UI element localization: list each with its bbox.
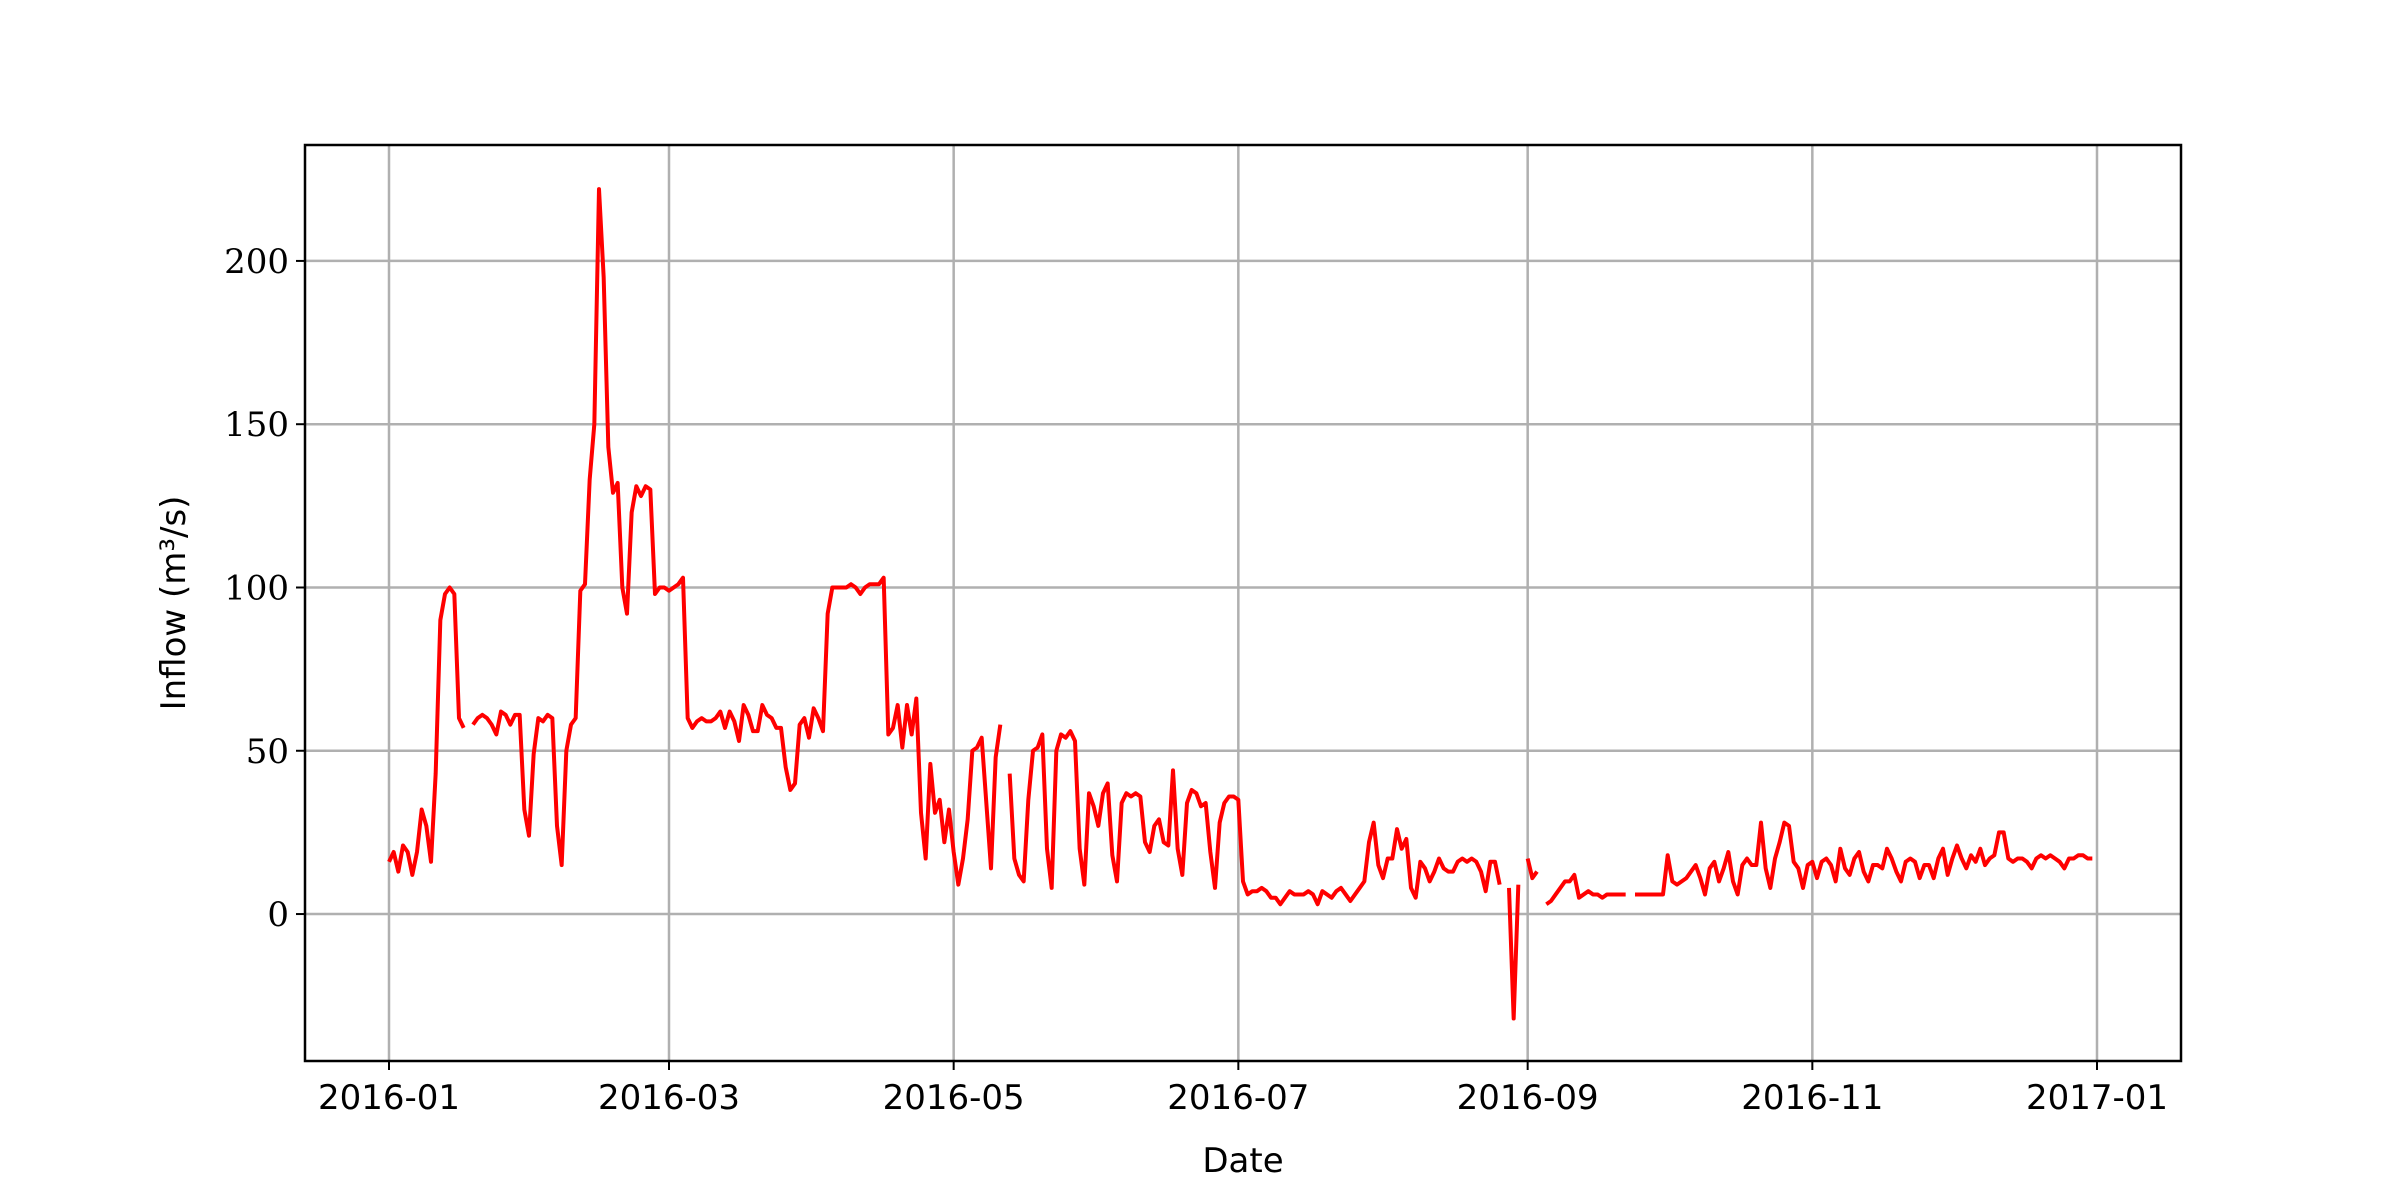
x-tick-label: 2016-11 bbox=[1741, 1078, 1883, 1118]
y-tick-label: 0 bbox=[267, 895, 289, 935]
x-tick-label: 2016-05 bbox=[883, 1078, 1025, 1118]
y-tick-label: 150 bbox=[224, 405, 289, 445]
data-line bbox=[387, 187, 2093, 1021]
x-tick-label: 2017-01 bbox=[2026, 1078, 2168, 1118]
y-tick-label: 200 bbox=[224, 242, 289, 282]
x-tick-label: 2016-01 bbox=[318, 1078, 460, 1118]
y-tick-label: 100 bbox=[224, 568, 289, 608]
x-tick-label: 2016-09 bbox=[1457, 1078, 1599, 1118]
plot-frame bbox=[303, 143, 2183, 1063]
x-tick-label: 2016-03 bbox=[598, 1078, 740, 1118]
y-axis-label: Inflow (m³/s) bbox=[154, 496, 194, 711]
x-tick-label: 2016-07 bbox=[1167, 1078, 1309, 1118]
x-axis-label: Date bbox=[1202, 1141, 1283, 1181]
y-tick-label: 50 bbox=[246, 732, 289, 772]
